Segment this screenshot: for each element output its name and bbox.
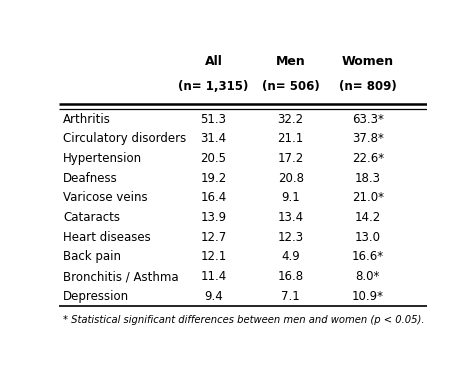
- Text: Heart diseases: Heart diseases: [63, 231, 151, 244]
- Text: 13.9: 13.9: [201, 211, 227, 224]
- Text: 32.2: 32.2: [278, 113, 304, 126]
- Text: Deafness: Deafness: [63, 172, 118, 185]
- Text: Bronchitis / Asthma: Bronchitis / Asthma: [63, 270, 179, 283]
- Text: Arthritis: Arthritis: [63, 113, 111, 126]
- Text: 13.4: 13.4: [278, 211, 304, 224]
- Text: 21.0*: 21.0*: [352, 191, 384, 204]
- Text: 14.2: 14.2: [355, 211, 381, 224]
- Text: 11.4: 11.4: [201, 270, 227, 283]
- Text: 17.2: 17.2: [278, 152, 304, 165]
- Text: 8.0*: 8.0*: [356, 270, 380, 283]
- Text: Varicose veins: Varicose veins: [63, 191, 147, 204]
- Text: 9.4: 9.4: [204, 290, 223, 303]
- Text: Depression: Depression: [63, 290, 129, 303]
- Text: 10.9*: 10.9*: [352, 290, 384, 303]
- Text: 16.8: 16.8: [278, 270, 304, 283]
- Text: Women: Women: [342, 56, 394, 69]
- Text: All: All: [205, 56, 222, 69]
- Text: 12.3: 12.3: [278, 231, 304, 244]
- Text: (n= 1,315): (n= 1,315): [178, 80, 249, 93]
- Text: 31.4: 31.4: [201, 132, 227, 145]
- Text: 37.8*: 37.8*: [352, 132, 384, 145]
- Text: Back pain: Back pain: [63, 250, 121, 263]
- Text: (n= 506): (n= 506): [262, 80, 319, 93]
- Text: Circulatory disorders: Circulatory disorders: [63, 132, 186, 145]
- Text: 12.1: 12.1: [201, 250, 227, 263]
- Text: * Statistical significant differences between men and women (p < 0.05).: * Statistical significant differences be…: [63, 316, 424, 326]
- Text: 19.2: 19.2: [201, 172, 227, 185]
- Text: 20.5: 20.5: [201, 152, 227, 165]
- Text: 9.1: 9.1: [281, 191, 300, 204]
- Text: 22.6*: 22.6*: [352, 152, 384, 165]
- Text: 21.1: 21.1: [278, 132, 304, 145]
- Text: 51.3: 51.3: [201, 113, 227, 126]
- Text: 12.7: 12.7: [201, 231, 227, 244]
- Text: 18.3: 18.3: [355, 172, 381, 185]
- Text: 13.0: 13.0: [355, 231, 381, 244]
- Text: 63.3*: 63.3*: [352, 113, 384, 126]
- Text: 16.4: 16.4: [201, 191, 227, 204]
- Text: 20.8: 20.8: [278, 172, 304, 185]
- Text: Hypertension: Hypertension: [63, 152, 142, 165]
- Text: 4.9: 4.9: [281, 250, 300, 263]
- Text: Men: Men: [276, 56, 306, 69]
- Text: (n= 809): (n= 809): [339, 80, 397, 93]
- Text: 7.1: 7.1: [281, 290, 300, 303]
- Text: Cataracts: Cataracts: [63, 211, 120, 224]
- Text: 16.6*: 16.6*: [352, 250, 384, 263]
